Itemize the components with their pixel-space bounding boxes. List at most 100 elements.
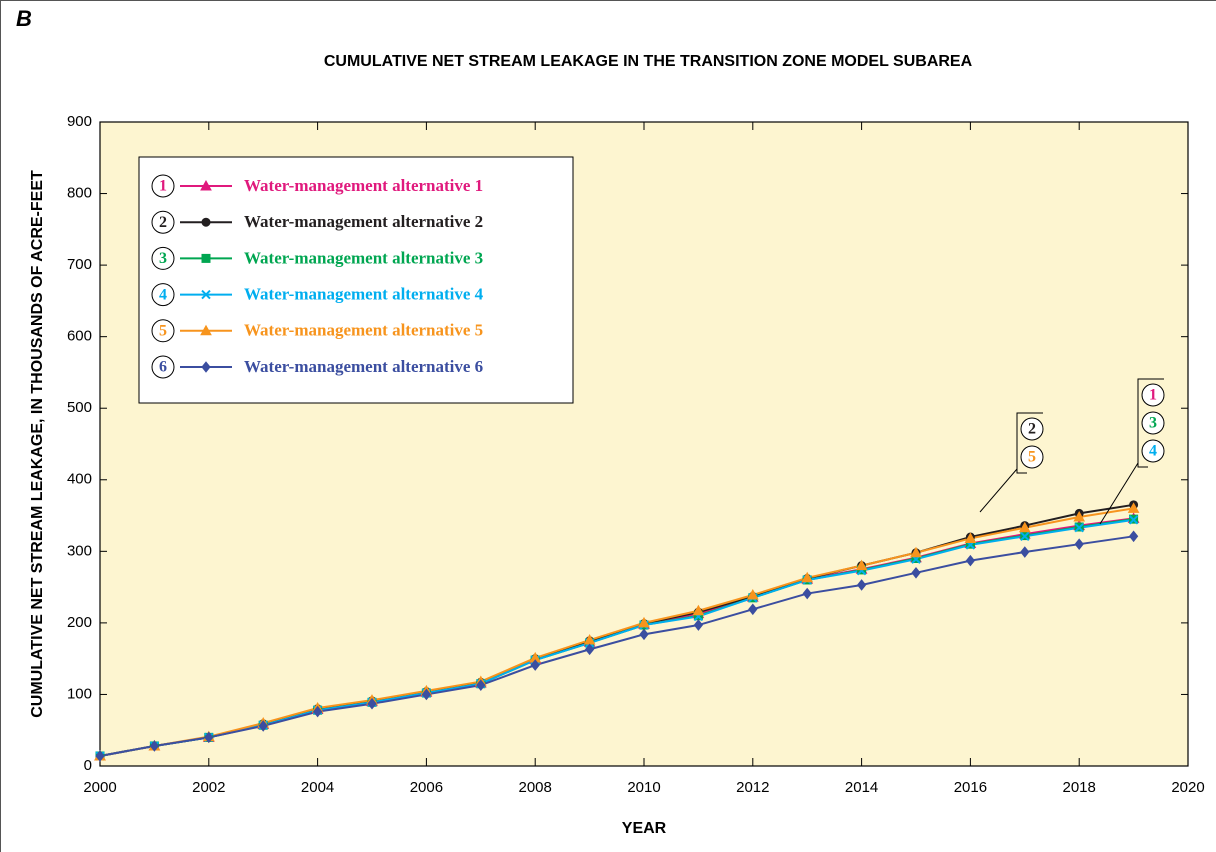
callout-badge	[1141, 439, 1165, 463]
legend-badge	[151, 283, 175, 307]
legend-badge-label: 3	[159, 250, 167, 267]
x-tick-label: 2012	[736, 779, 769, 796]
marker	[530, 659, 540, 671]
series-line	[99, 535, 1134, 757]
y-tick-label: 0	[84, 757, 92, 774]
legend-badge-label: 5	[159, 322, 167, 339]
marker	[801, 571, 814, 583]
marker	[1073, 510, 1086, 522]
callout-label: 4	[1149, 443, 1157, 460]
legend-marker	[201, 289, 211, 300]
callout-bracket	[1016, 412, 1043, 474]
x-tick-label: 2000	[83, 779, 116, 796]
x-tick-label: 2018	[1063, 779, 1096, 796]
marker	[856, 579, 867, 591]
x-tick-label: 2020	[1171, 779, 1204, 796]
legend-label: Water-management alternative 2	[244, 212, 483, 231]
x-tick-label: 2006	[410, 779, 443, 796]
marker	[911, 566, 921, 579]
marker	[584, 643, 595, 656]
marker	[204, 731, 214, 744]
marker	[638, 616, 650, 628]
callout-label: 3	[1149, 415, 1157, 432]
legend-label: Water-management alternative 3	[244, 248, 483, 267]
y-tick-label: 500	[67, 399, 92, 416]
legend-badge-label: 6	[159, 359, 167, 376]
marker	[748, 603, 758, 616]
legend-badge	[151, 246, 175, 270]
callout-leader	[979, 468, 1018, 513]
callout-label: 2	[1028, 421, 1036, 438]
marker	[639, 628, 649, 641]
legend-box	[138, 156, 574, 404]
panel-label: B	[16, 6, 32, 31]
marker	[1074, 523, 1084, 533]
callout-badge	[1141, 383, 1165, 407]
marker	[421, 688, 432, 701]
marker	[692, 604, 705, 616]
x-tick-label: 2014	[845, 779, 878, 796]
legend-marker	[200, 324, 212, 336]
callout-label: 1	[1149, 387, 1157, 404]
marker	[1020, 531, 1030, 542]
marker	[693, 619, 704, 631]
legend-label: Water-management alternative 4	[244, 285, 484, 304]
legend-marker	[200, 179, 212, 191]
callout-bracket	[1137, 378, 1164, 468]
marker	[1128, 515, 1139, 525]
marker	[802, 587, 812, 600]
y-tick-label: 800	[67, 185, 92, 202]
y-tick-label: 700	[67, 256, 92, 273]
callout-badge	[1141, 411, 1165, 435]
y-tick-label: 300	[67, 542, 92, 559]
chart-title: CUMULATIVE NET STREAM LEAKAGE IN THE TRA…	[324, 53, 973, 70]
marker	[1127, 502, 1140, 513]
legend-label: Water-management alternative 1	[244, 176, 483, 195]
marker	[258, 720, 268, 732]
legend-label: Water-management alternative 6	[244, 357, 483, 376]
callout-leader	[1099, 462, 1139, 525]
marker	[910, 546, 922, 558]
x-tick-label: 2008	[519, 779, 552, 796]
x-tick-label: 2002	[192, 779, 225, 796]
legend-marker	[201, 217, 211, 227]
legend-badge	[151, 355, 175, 379]
legend-badge-label: 4	[159, 286, 167, 303]
marker	[746, 588, 759, 600]
y-tick-label: 900	[67, 113, 92, 130]
marker	[95, 750, 105, 762]
legend-badge	[151, 174, 175, 198]
marker	[476, 679, 486, 691]
marker	[965, 554, 976, 567]
marker	[1018, 521, 1031, 533]
x-tick-label: 2010	[627, 779, 660, 796]
y-axis-label: CUMULATIVE NET STREAM LEAKAGE, IN THOUSA…	[29, 170, 46, 718]
marker	[1020, 546, 1030, 558]
y-tick-label: 100	[67, 685, 92, 702]
y-tick-label: 400	[67, 471, 92, 488]
marker	[312, 705, 323, 718]
marker	[367, 697, 377, 710]
x-tick-label: 2016	[954, 779, 987, 796]
legend-marker	[201, 253, 211, 263]
legend-badge	[151, 210, 175, 234]
legend-marker	[201, 361, 211, 373]
x-tick-label: 2004	[301, 779, 334, 796]
legend-label: Water-management alternative 5	[244, 321, 483, 340]
marker	[1074, 538, 1084, 550]
x-axis-label: YEAR	[622, 820, 667, 837]
y-tick-label: 600	[67, 328, 92, 345]
series-line	[99, 507, 1134, 757]
legend-badge-label: 2	[159, 214, 167, 231]
marker	[149, 740, 160, 752]
legend-badge	[151, 319, 175, 343]
y-tick-label: 200	[67, 614, 92, 631]
marker	[855, 559, 868, 571]
legend-badge-label: 1	[159, 178, 167, 195]
marker	[1128, 530, 1139, 543]
callout-badge	[1020, 445, 1044, 469]
callout-label: 5	[1028, 449, 1036, 466]
marker	[964, 532, 977, 543]
